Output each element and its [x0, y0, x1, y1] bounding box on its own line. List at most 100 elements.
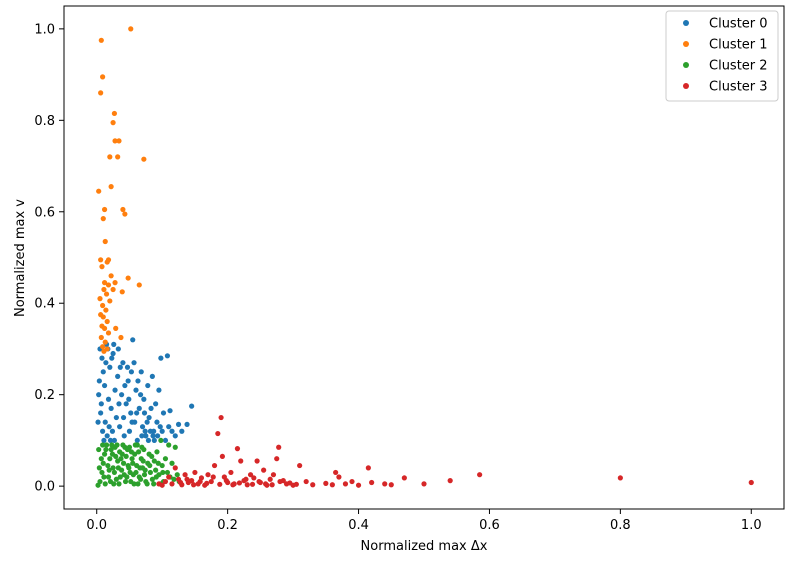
data-point: [238, 458, 244, 464]
data-point: [156, 387, 162, 393]
data-point: [329, 482, 335, 488]
data-point: [97, 478, 103, 485]
data-point: [153, 467, 159, 473]
legend-marker: [683, 62, 689, 68]
data-point: [323, 480, 329, 486]
data-point: [96, 465, 102, 471]
x-tick-label: 1.0: [741, 518, 762, 533]
data-point: [113, 414, 119, 421]
data-point: [111, 481, 117, 487]
data-point: [157, 424, 163, 430]
data-point: [151, 481, 157, 487]
data-point: [748, 479, 754, 486]
data-point: [228, 469, 234, 476]
data-point: [267, 476, 273, 482]
data-point: [108, 184, 114, 190]
data-point: [105, 462, 111, 469]
data-point: [119, 289, 125, 295]
data-point: [100, 460, 106, 466]
data-point: [110, 286, 116, 293]
data-point: [107, 364, 113, 370]
data-point: [164, 469, 171, 476]
data-point: [101, 382, 108, 389]
data-point: [169, 428, 175, 434]
data-point: [251, 475, 257, 481]
data-point: [159, 462, 165, 469]
data-point: [111, 110, 117, 117]
data-point: [177, 479, 184, 486]
data-point: [153, 401, 159, 407]
data-point: [133, 387, 139, 393]
data-point: [365, 465, 371, 471]
data-point: [136, 282, 142, 288]
data-point: [154, 419, 160, 425]
data-point: [256, 478, 262, 485]
data-point: [139, 444, 145, 450]
data-point: [117, 424, 123, 430]
data-point: [219, 453, 225, 460]
series-3: [156, 414, 754, 488]
data-point: [160, 410, 167, 416]
x-tick-label: 0.4: [348, 518, 369, 533]
data-point: [149, 453, 155, 460]
data-point: [139, 424, 146, 430]
data-point: [249, 481, 256, 487]
data-point: [106, 424, 112, 430]
data-point: [130, 337, 136, 343]
data-point: [254, 458, 260, 464]
data-point: [244, 482, 250, 488]
data-point: [117, 364, 123, 370]
x-tick-label: 0.6: [479, 518, 500, 533]
data-point: [101, 348, 107, 354]
data-point: [141, 396, 147, 402]
data-point: [122, 478, 129, 485]
data-point: [108, 446, 114, 453]
data-point: [147, 462, 153, 469]
data-point: [151, 458, 157, 464]
data-point: [137, 392, 144, 398]
data-point: [388, 482, 394, 488]
data-point: [617, 475, 623, 481]
data-point: [247, 472, 254, 478]
legend-marker: [683, 41, 689, 47]
data-point: [100, 314, 106, 320]
data-point: [145, 382, 151, 389]
y-tick-label: 0.4: [34, 297, 55, 312]
data-point: [113, 325, 119, 331]
data-point: [280, 478, 286, 484]
data-point: [102, 238, 108, 245]
data-point: [120, 414, 127, 421]
data-point: [98, 410, 104, 416]
y-tick-label: 1.0: [34, 22, 55, 37]
data-point: [171, 476, 177, 482]
data-point: [96, 392, 102, 398]
data-point: [155, 460, 161, 466]
data-point: [102, 481, 108, 487]
y-tick-label: 0.6: [34, 205, 55, 220]
data-point: [342, 481, 349, 487]
data-point: [109, 428, 116, 434]
data-point: [149, 373, 155, 379]
data-point: [122, 382, 128, 389]
data-point: [110, 350, 116, 357]
data-point: [123, 453, 129, 460]
legend-box: [665, 10, 779, 102]
data-point: [153, 474, 159, 480]
data-point: [261, 467, 267, 473]
data-point: [112, 280, 118, 286]
data-point: [192, 469, 198, 476]
data-point: [100, 428, 106, 434]
data-point: [111, 469, 117, 476]
data-point: [137, 465, 143, 471]
data-point: [141, 472, 148, 478]
data-point: [126, 428, 133, 434]
data-point: [115, 465, 121, 471]
points-layer: [95, 26, 754, 488]
data-point: [230, 482, 236, 488]
data-point: [128, 369, 135, 375]
data-point: [146, 414, 152, 421]
data-point: [111, 341, 117, 347]
data-point: [103, 442, 110, 448]
data-point: [95, 419, 101, 425]
data-point: [197, 478, 203, 485]
